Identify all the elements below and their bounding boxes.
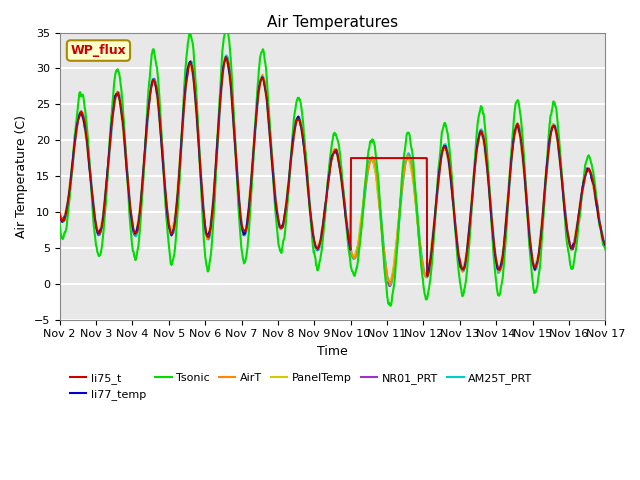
Title: Air Temperatures: Air Temperatures bbox=[267, 15, 398, 30]
X-axis label: Time: Time bbox=[317, 345, 348, 358]
Y-axis label: Air Temperature (C): Air Temperature (C) bbox=[15, 115, 28, 238]
Text: WP_flux: WP_flux bbox=[70, 44, 126, 57]
Legend: li75_t, li77_temp, Tsonic, AirT, PanelTemp, NR01_PRT, AM25T_PRT: li75_t, li77_temp, Tsonic, AirT, PanelTe… bbox=[65, 368, 537, 405]
